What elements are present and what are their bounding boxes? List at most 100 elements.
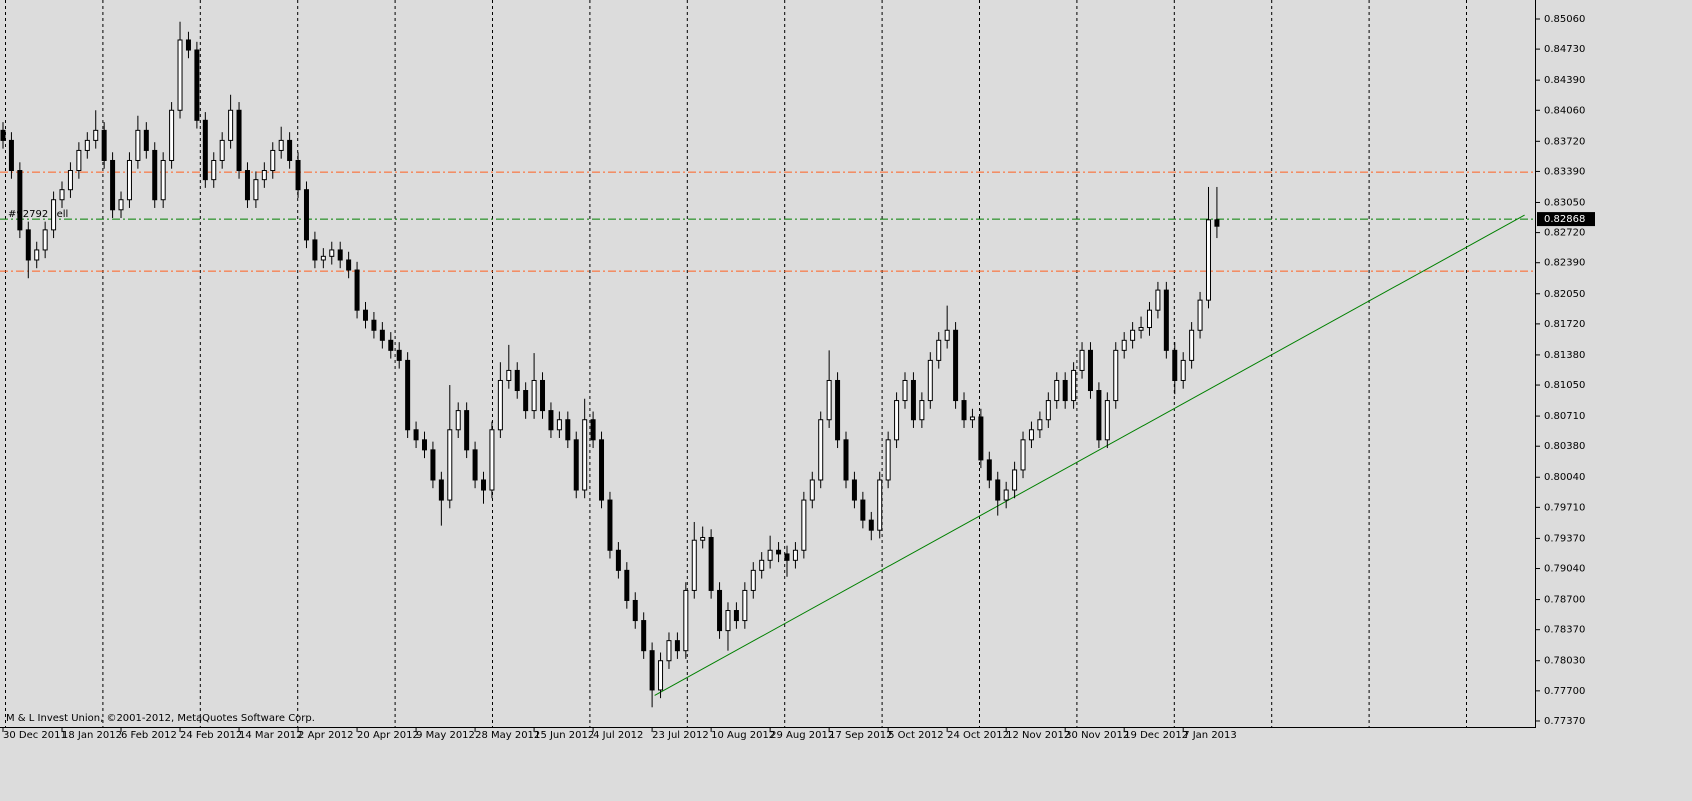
x-tick-label: 12 Nov 2012 <box>1006 730 1070 741</box>
candle-body <box>152 149 158 201</box>
candle-body <box>295 159 301 191</box>
candle-body <box>1113 349 1119 402</box>
candle-body <box>110 159 116 211</box>
candle-body <box>17 170 23 231</box>
candle-body <box>995 479 1001 501</box>
candle-body <box>346 259 352 271</box>
candle-body <box>1045 400 1051 421</box>
candle-body <box>194 49 200 121</box>
candle-body <box>379 329 385 341</box>
y-tick-label: 0.83720 <box>1544 136 1585 147</box>
candle-body <box>228 109 234 141</box>
y-tick-label: 0.78700 <box>1544 595 1585 606</box>
candle-body <box>312 239 318 261</box>
candle-body <box>902 379 908 402</box>
x-tick-label: 5 Oct 2012 <box>888 730 943 741</box>
candle-body <box>405 359 411 431</box>
candle-body <box>894 400 900 441</box>
x-tick-label: 17 Sep 2012 <box>829 730 892 741</box>
candle-body <box>1104 400 1110 441</box>
candle-body <box>329 249 335 257</box>
candle-body <box>674 640 680 652</box>
candle-body <box>25 229 31 261</box>
candle-body <box>447 429 453 501</box>
candle-body <box>438 479 444 501</box>
candle-body <box>126 159 132 201</box>
x-tick-label: 15 Jun 2012 <box>534 730 594 741</box>
candle-body <box>371 319 377 331</box>
trendline <box>654 214 1525 696</box>
x-tick-label: 18 Jan 2012 <box>62 730 122 741</box>
y-tick-label: 0.81050 <box>1544 380 1585 391</box>
y-tick-label: 0.82050 <box>1544 289 1585 300</box>
candle-body <box>809 479 815 501</box>
candle-body <box>42 229 48 251</box>
candle-body <box>717 589 723 632</box>
candle-body <box>1028 429 1034 441</box>
candle-body <box>354 269 360 311</box>
y-tick-label: 0.83050 <box>1544 197 1585 208</box>
x-tick-label: 29 Aug 2012 <box>770 730 834 741</box>
candle-body <box>1214 219 1220 227</box>
candle-body <box>725 610 731 632</box>
candle-body <box>556 419 562 431</box>
candle-body <box>1146 309 1152 329</box>
y-tick-label: 0.81720 <box>1544 319 1585 330</box>
candle-body <box>101 129 107 161</box>
candle-body <box>658 660 664 691</box>
y-tick-label: 0.82390 <box>1544 258 1585 269</box>
candle-body <box>76 149 82 172</box>
y-tick-label: 0.83390 <box>1544 166 1585 177</box>
x-tick-label: 7 Jan 2013 <box>1183 730 1237 741</box>
candle-body <box>1180 359 1186 381</box>
candle-body <box>818 419 824 481</box>
candle-body <box>118 199 124 211</box>
candle-body <box>244 170 250 201</box>
candle-body <box>683 589 689 652</box>
x-tick-label: 20 Apr 2012 <box>357 730 419 741</box>
candle-body <box>986 459 992 481</box>
candle-body <box>278 139 284 151</box>
y-tick-label: 0.81380 <box>1544 350 1585 361</box>
candle-body <box>320 255 326 261</box>
candle-body <box>396 349 402 361</box>
candle-body <box>1079 349 1085 371</box>
candle-body <box>919 400 925 421</box>
candle-body <box>1087 349 1093 392</box>
candle-body <box>750 569 756 591</box>
candle-body <box>573 439 579 491</box>
candle-body <box>599 439 605 501</box>
candle-body <box>1071 369 1077 402</box>
x-tick-label: 28 May 2012 <box>475 730 540 741</box>
current-price-label: 0.82868 <box>1544 214 1585 225</box>
x-tick-label: 4 Jul 2012 <box>593 730 643 741</box>
candle-body <box>700 536 706 541</box>
x-tick-label: 24 Feb 2012 <box>180 730 242 741</box>
candle-body <box>93 129 99 141</box>
y-tick-label: 0.84390 <box>1544 75 1585 86</box>
candle-body <box>868 519 874 531</box>
candle-body <box>649 650 655 691</box>
y-tick-label: 0.82720 <box>1544 228 1585 239</box>
candle-body <box>362 309 368 321</box>
candle-body <box>8 139 14 172</box>
x-tick-label: 9 May 2012 <box>416 730 475 741</box>
candle-body <box>784 553 790 561</box>
candle-body <box>202 119 208 181</box>
candle-body <box>641 620 647 652</box>
candle-body <box>792 549 798 561</box>
candle-body <box>472 449 478 481</box>
x-tick-label: 19 Dec 2012 <box>1124 730 1188 741</box>
candle-body <box>776 549 782 555</box>
candle-body <box>59 189 65 201</box>
candle-body <box>236 109 242 172</box>
candle-body <box>927 359 933 402</box>
candle-body <box>978 416 984 461</box>
candle-body <box>835 379 841 441</box>
candle-body <box>422 439 427 451</box>
candle-body <box>961 400 967 421</box>
x-tick-label: 2 Apr 2012 <box>298 730 353 741</box>
candle-body <box>826 379 832 421</box>
